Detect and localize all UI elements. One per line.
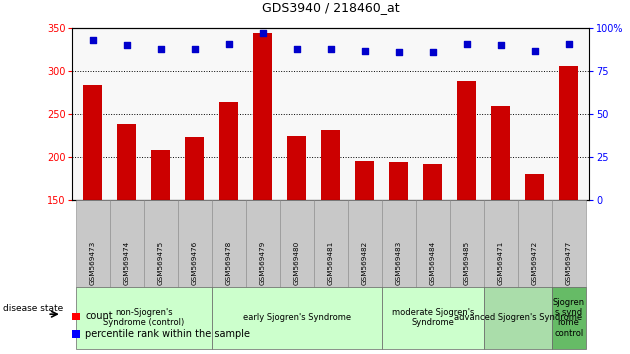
Point [530, 48, 540, 53]
Bar [559, 66, 578, 329]
Text: GSM569485: GSM569485 [464, 241, 470, 285]
Bar [76, 287, 212, 349]
Text: GSM569478: GSM569478 [226, 241, 232, 285]
Point [462, 41, 472, 47]
Text: moderate Sjogren's
Syndrome: moderate Sjogren's Syndrome [391, 308, 474, 327]
Text: GSM569473: GSM569473 [90, 241, 96, 285]
Text: GSM569471: GSM569471 [498, 241, 503, 285]
Bar [185, 137, 204, 329]
Text: GSM569482: GSM569482 [362, 241, 368, 285]
Bar [72, 330, 80, 338]
Bar [280, 200, 314, 287]
Text: GSM569474: GSM569474 [124, 241, 130, 285]
Bar [382, 287, 484, 349]
Text: GSM569479: GSM569479 [260, 241, 266, 285]
Bar [348, 200, 382, 287]
Text: GSM569476: GSM569476 [192, 241, 198, 285]
Text: GDS3940 / 218460_at: GDS3940 / 218460_at [262, 1, 399, 14]
Bar [491, 107, 510, 329]
Text: GSM569481: GSM569481 [328, 241, 334, 285]
Bar [423, 164, 442, 329]
Text: count: count [85, 312, 113, 321]
Point [88, 38, 98, 43]
Text: GSM569472: GSM569472 [532, 241, 537, 285]
Bar [287, 136, 306, 329]
Bar [450, 200, 484, 287]
Bar [321, 131, 340, 329]
Bar [389, 162, 408, 329]
Bar [525, 174, 544, 329]
Bar [552, 200, 586, 287]
Bar [246, 200, 280, 287]
Bar [457, 81, 476, 329]
Bar [484, 287, 552, 349]
Bar [253, 34, 272, 329]
Text: GSM569483: GSM569483 [396, 241, 402, 285]
Bar [144, 200, 178, 287]
Bar [72, 313, 80, 320]
Point [360, 48, 370, 53]
Text: advanced Sjogren's Syndrome: advanced Sjogren's Syndrome [454, 313, 581, 322]
Text: non-Sjogren's
Syndrome (control): non-Sjogren's Syndrome (control) [103, 308, 185, 327]
Point [496, 43, 506, 48]
Point [428, 50, 438, 55]
Bar [484, 200, 518, 287]
Bar [151, 150, 170, 329]
Point [224, 41, 234, 47]
Text: GSM569484: GSM569484 [430, 241, 436, 285]
Text: disease state: disease state [3, 304, 64, 313]
Text: percentile rank within the sample: percentile rank within the sample [85, 329, 250, 339]
Point [292, 46, 302, 52]
Bar [84, 85, 102, 329]
Bar [110, 200, 144, 287]
Point [156, 46, 166, 52]
Text: GSM569480: GSM569480 [294, 241, 300, 285]
Bar [117, 125, 136, 329]
Bar [518, 200, 552, 287]
Point [258, 31, 268, 36]
Bar [76, 200, 110, 287]
Point [394, 50, 404, 55]
Bar [355, 161, 374, 329]
Bar [212, 287, 382, 349]
Bar [382, 200, 416, 287]
Point [326, 46, 336, 52]
Point [122, 43, 132, 48]
Bar [416, 200, 450, 287]
Point [190, 46, 200, 52]
Text: early Sjogren's Syndrome: early Sjogren's Syndrome [243, 313, 351, 322]
Text: GSM569475: GSM569475 [158, 241, 164, 285]
Bar [212, 200, 246, 287]
Text: GSM569477: GSM569477 [566, 241, 571, 285]
Bar [219, 102, 238, 329]
Text: Sjogren
s synd
rome
control: Sjogren s synd rome control [553, 298, 585, 338]
Bar [314, 200, 348, 287]
Point [564, 41, 574, 47]
Bar [178, 200, 212, 287]
Bar [552, 287, 586, 349]
